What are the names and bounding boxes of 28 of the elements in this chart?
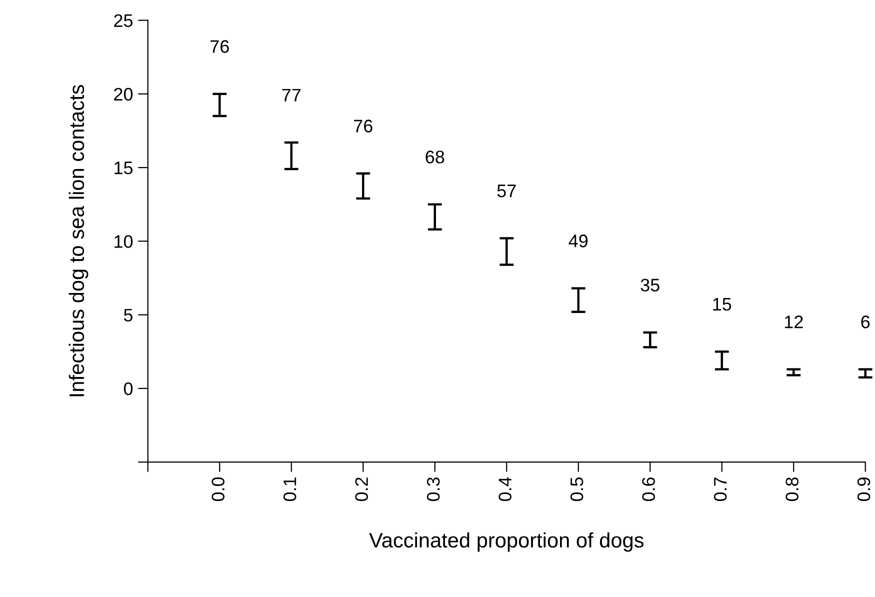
annotation: 49 xyxy=(568,234,588,248)
y-axis-title: Infectious dog to sea lion contacts xyxy=(68,85,88,396)
y-tick-label: 15 xyxy=(114,162,133,174)
annotation: 15 xyxy=(713,298,732,311)
x-tick-label: 0.0 xyxy=(212,477,224,502)
x-tick-label: 0.6 xyxy=(642,477,655,502)
annotation: 12 xyxy=(784,316,803,328)
y-tick-label: 5 xyxy=(124,308,133,322)
x-tick-label: 0.9 xyxy=(857,478,870,502)
annotation: 57 xyxy=(497,184,516,198)
y-tick-label: 0 xyxy=(124,382,133,396)
x-tick-label: 0.7 xyxy=(714,478,727,502)
annotation: 68 xyxy=(426,150,444,164)
x-tick-label: 0.1 xyxy=(283,478,296,502)
x-axis-title: Vaccinated proportion of dogs xyxy=(369,532,644,552)
annotation: 77 xyxy=(282,88,301,102)
x-tick-label: 0.5 xyxy=(570,477,584,502)
x-tick-label: 0.4 xyxy=(498,477,512,502)
annotation: 76 xyxy=(210,40,229,53)
y-tick-label: 20 xyxy=(114,88,133,101)
annotation: 76 xyxy=(354,120,372,132)
x-tick-label: 0.3 xyxy=(426,477,440,502)
y-tick-label: 10 xyxy=(114,235,133,248)
annotation: 35 xyxy=(640,278,660,292)
x-tick-label: 0.2 xyxy=(355,478,368,502)
x-tick-label: 0.8 xyxy=(786,477,798,502)
annotation: 6 xyxy=(861,316,870,328)
y-tick-label: 25 xyxy=(114,14,133,28)
